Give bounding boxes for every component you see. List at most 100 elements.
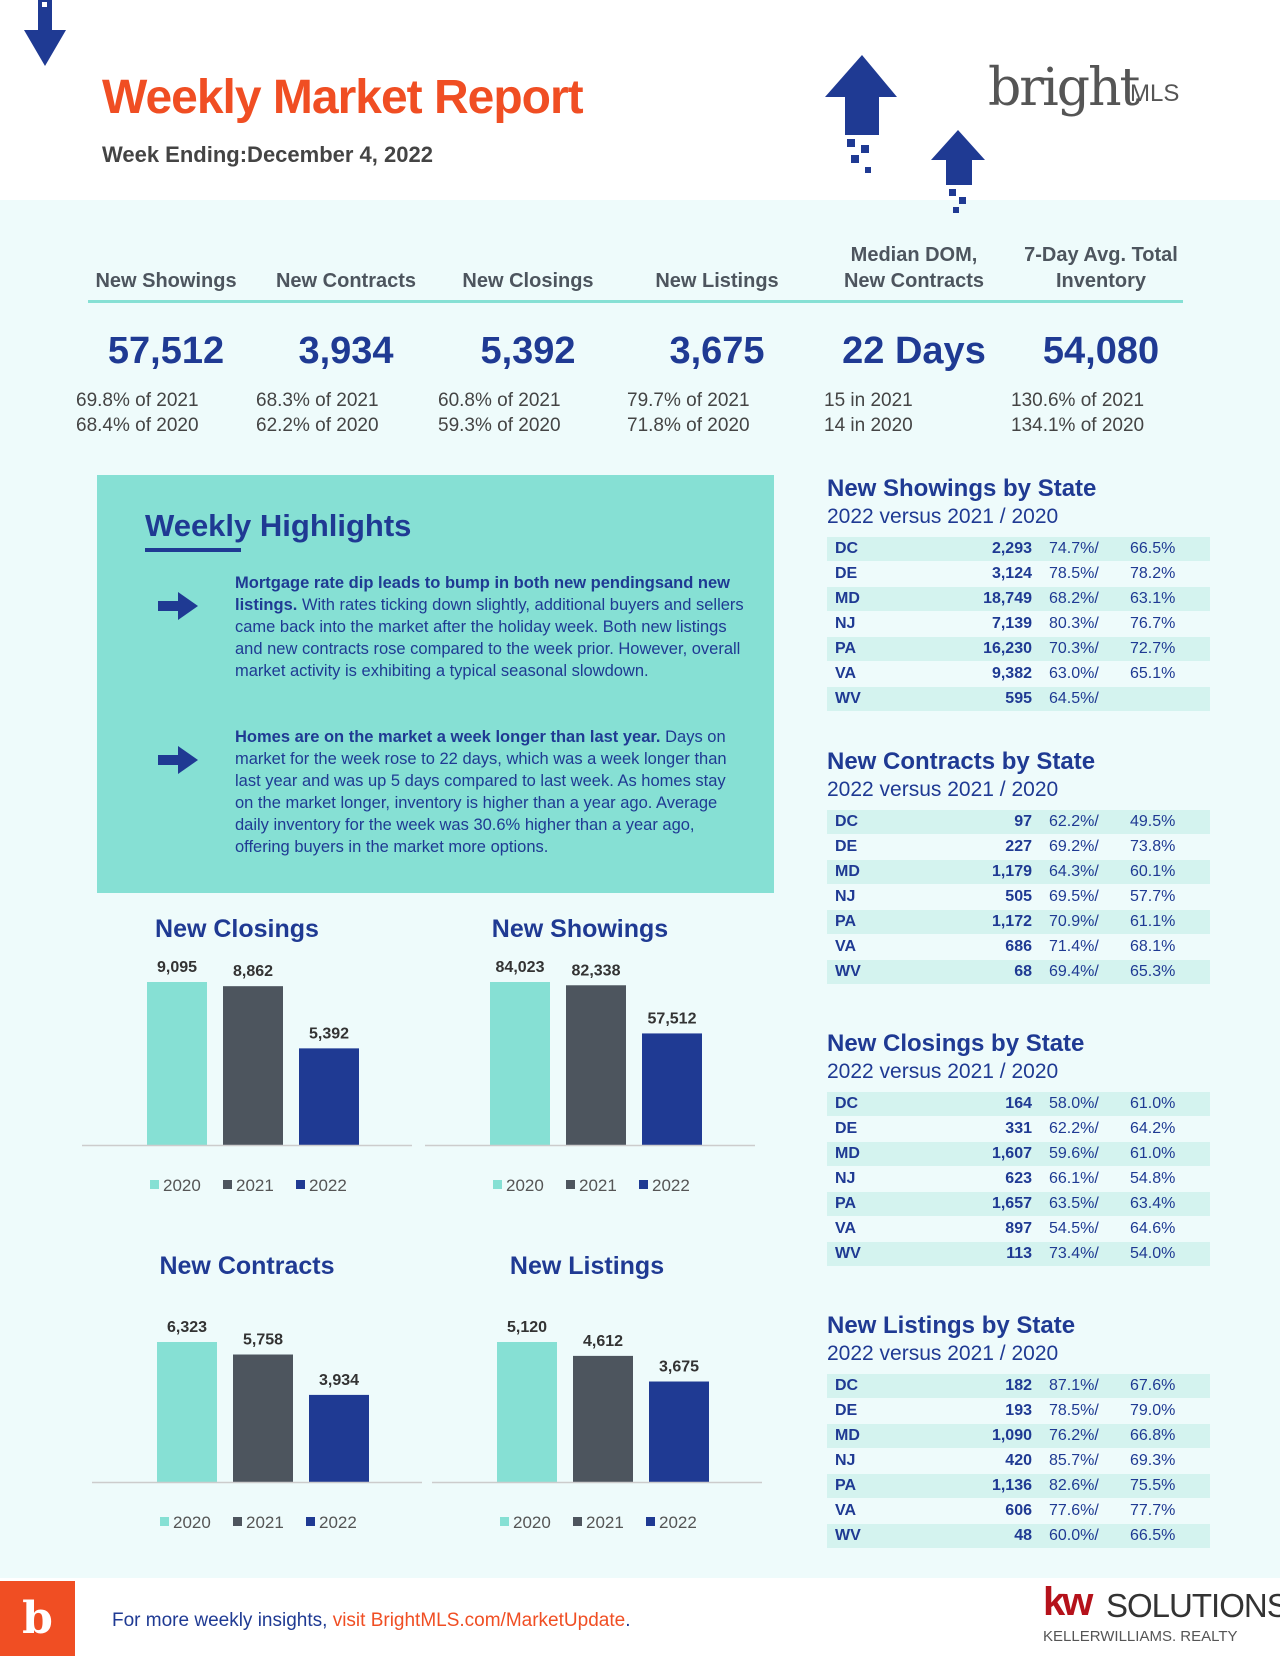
state-code: NJ [835, 1452, 856, 1469]
chart-title: New Closings [155, 915, 319, 943]
state-count: 7,139 [991, 615, 1032, 632]
bar-value-label: 5,392 [309, 1025, 349, 1042]
bar [147, 982, 207, 1145]
metric-value: 3,675 [669, 330, 765, 372]
state-code: PA [835, 913, 857, 930]
state-row: DE 227 69.2%/ 73.8% [827, 835, 1210, 859]
state-count: 113 [1006, 1245, 1032, 1262]
state-pct-2021: 62.2%/ [1049, 813, 1099, 830]
metric-value: 54,080 [1042, 330, 1160, 372]
metric-vs-2021: 130.6% of 2021 [1011, 390, 1145, 411]
state-pct-2021: 64.5%/ [1049, 690, 1099, 707]
legend-label: 2021 [246, 1513, 284, 1532]
legend-swatch [566, 1180, 575, 1189]
state-row: PA 1,172 70.9%/ 61.1% [827, 910, 1210, 934]
state-count: 9,382 [991, 665, 1032, 682]
state-count: 1,172 [991, 913, 1032, 930]
state-pct-2021: 63.0%/ [1049, 665, 1099, 682]
legend-label: 2020 [173, 1513, 211, 1532]
bar-value-label: 6,323 [167, 1319, 207, 1336]
legend-label: 2021 [579, 1176, 617, 1195]
metric-vs-2021: 60.8% of 2021 [438, 390, 561, 411]
bar [299, 1048, 359, 1145]
state-row: PA 1,657 63.5%/ 63.4% [827, 1192, 1210, 1216]
state-table-subtitle: 2022 versus 2021 / 2020 [827, 778, 1059, 801]
state-pct-2020: 54.8% [1130, 1170, 1176, 1187]
footer-logo: b [0, 1581, 75, 1656]
state-pct-2020: 65.3% [1130, 963, 1176, 980]
legend-swatch [296, 1180, 305, 1189]
state-pct-2020: 61.1% [1130, 913, 1176, 930]
state-row: WV 113 73.4%/ 54.0% [827, 1242, 1210, 1266]
state-code: DC [835, 540, 859, 557]
kw-name: SOLUTIONS [1106, 1587, 1280, 1624]
bar-value-label: 8,862 [233, 963, 273, 980]
legend-label: 2022 [319, 1513, 357, 1532]
state-code: NJ [835, 888, 856, 905]
state-pct-2020: 64.2% [1130, 1120, 1176, 1137]
state-count: 164 [1005, 1095, 1032, 1112]
state-pct-2020: 63.1% [1130, 590, 1176, 607]
bar-chart: New Listings 5,120 2020 4,612 2021 3,675 2022 [432, 1252, 762, 1532]
legend-label: 2022 [309, 1176, 347, 1195]
bar-value-label: 5,120 [507, 1319, 547, 1336]
kw-sub: KELLERWILLIAMS. REALTY [1043, 1628, 1238, 1645]
bar-value-label: 9,095 [157, 959, 197, 976]
state-count: 227 [1005, 838, 1032, 855]
state-table-title: New Closings by State [827, 1030, 1085, 1057]
report-subtitle: Week Ending:December 4, 2022 [102, 142, 433, 167]
state-table-title: New Listings by State [827, 1312, 1076, 1339]
chart-title: New Contracts [159, 1252, 334, 1280]
state-table-subtitle: 2022 versus 2021 / 2020 [827, 1060, 1059, 1083]
bar [223, 986, 283, 1145]
state-pct-2020: 54.0% [1130, 1245, 1176, 1262]
state-code: VA [835, 1220, 857, 1237]
highlight-text: Days on market for the week rose to 22 d… [235, 728, 727, 856]
state-count: 182 [1005, 1377, 1032, 1394]
state-pct-2021: 76.2%/ [1049, 1427, 1099, 1444]
state-count: 48 [1014, 1527, 1032, 1544]
state-code: MD [835, 1427, 860, 1444]
bar-chart: New Contracts 6,323 2020 5,758 2021 3,934 2022 [92, 1252, 422, 1532]
legend-swatch [639, 1180, 648, 1189]
state-code: DE [835, 1402, 858, 1419]
legend-label: 2021 [586, 1513, 624, 1532]
state-table-title: New Showings by State [827, 475, 1097, 502]
state-code: MD [835, 863, 860, 880]
state-pct-2020: 68.1% [1130, 938, 1176, 955]
footer-text: For more weekly insights, visit BrightML… [112, 1610, 630, 1632]
metric-label: New Showings [95, 270, 237, 292]
metric-vs-2021: 69.8% of 2021 [76, 390, 199, 411]
metric-value: 57,512 [107, 330, 225, 372]
state-row: VA 606 77.6%/ 77.7% [827, 1499, 1210, 1523]
state-pct-2020: 49.5% [1130, 813, 1176, 830]
state-row: WV 48 60.0%/ 66.5% [827, 1524, 1210, 1548]
state-pct-2021: 70.3%/ [1049, 640, 1099, 657]
state-code: WV [835, 963, 861, 980]
state-pct-2021: 69.5%/ [1049, 888, 1099, 905]
state-pct-2020: 61.0% [1130, 1095, 1176, 1112]
metric-vs-2021: 79.7% of 2021 [627, 390, 750, 411]
state-pct-2021: 80.3%/ [1049, 615, 1099, 632]
state-pct-2021: 85.7%/ [1049, 1452, 1099, 1469]
legend-label: 2021 [236, 1176, 274, 1195]
state-pct-2020: 69.3% [1130, 1452, 1176, 1469]
legend-swatch [306, 1517, 315, 1526]
state-pct-2020: 77.7% [1130, 1502, 1176, 1519]
highlight-headline: Mortgage rate dip leads to bump in both … [235, 574, 731, 614]
state-pct-2020: 63.4% [1130, 1195, 1176, 1212]
footer-link[interactable]: visit BrightMLS.com/MarketUpdate [332, 1610, 626, 1631]
state-code: DC [835, 1377, 859, 1394]
metrics-divider [88, 300, 1183, 303]
metric-vs-2020: 14 in 2020 [824, 415, 913, 436]
state-code: DE [835, 1120, 858, 1137]
legend-swatch [646, 1517, 655, 1526]
bar-chart: New Showings 84,023 2020 82,338 2021 57,512 20… [425, 915, 755, 1195]
state-pct-2020: 76.7% [1130, 615, 1176, 632]
state-row: MD 18,749 68.2%/ 63.1% [827, 587, 1210, 611]
legend-swatch [500, 1517, 509, 1526]
state-count: 686 [1005, 938, 1032, 955]
metric-value: 3,934 [298, 330, 394, 372]
state-pct-2021: 77.6%/ [1049, 1502, 1099, 1519]
bar [566, 985, 626, 1145]
